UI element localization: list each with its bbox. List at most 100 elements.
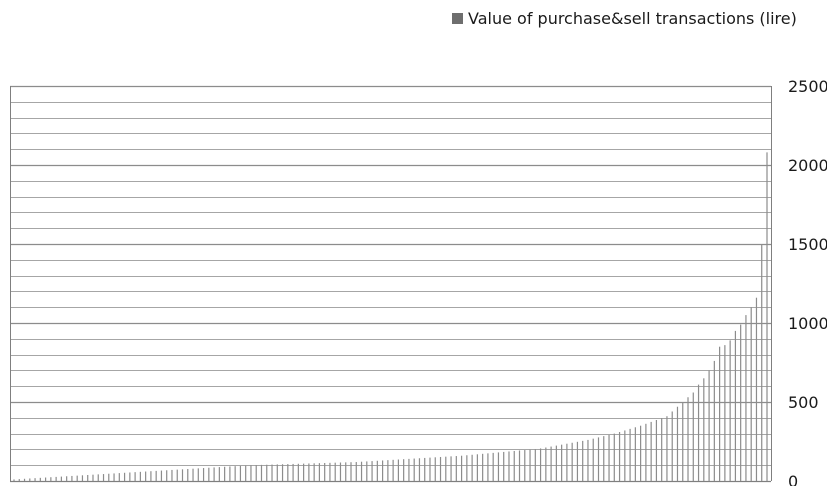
bar [666, 416, 668, 481]
bar [266, 464, 268, 481]
bar [397, 459, 399, 481]
bar [187, 468, 189, 481]
bar [671, 411, 673, 481]
bar [566, 443, 568, 481]
bar [645, 423, 647, 481]
bar [408, 458, 410, 481]
bar [455, 456, 457, 481]
bar [676, 406, 679, 481]
bar [208, 467, 210, 481]
bar [271, 464, 273, 481]
bar [376, 460, 378, 481]
bar [213, 467, 215, 481]
bar [23, 478, 26, 481]
y-tick-label: 1000 [788, 314, 827, 333]
bar [734, 330, 737, 481]
bar [87, 475, 89, 481]
bar [129, 472, 131, 481]
bar [587, 439, 589, 481]
bar [687, 397, 689, 481]
bar [550, 446, 552, 481]
bar [318, 463, 321, 481]
bar [97, 474, 99, 481]
bar [766, 152, 768, 482]
bar [524, 450, 526, 481]
bar [445, 456, 447, 481]
bar [750, 307, 752, 481]
bar [360, 461, 363, 481]
bar [139, 471, 141, 481]
bar [492, 452, 494, 481]
bar [424, 457, 426, 481]
bar [329, 462, 331, 481]
bar [592, 438, 594, 481]
bar [434, 457, 436, 481]
bar [55, 476, 57, 481]
bar [155, 470, 157, 481]
gridlines [10, 85, 771, 483]
bar [123, 472, 126, 481]
bar [108, 473, 110, 481]
bar [471, 454, 473, 481]
bar [382, 460, 384, 481]
bar [145, 471, 147, 481]
bar [545, 447, 547, 481]
legend-label: Value of purchase&sell transactions (lir… [468, 9, 797, 28]
bar [682, 402, 684, 481]
bar [339, 462, 342, 481]
bar [413, 458, 415, 481]
bar [81, 475, 84, 481]
bar [313, 463, 315, 481]
bar [508, 451, 510, 481]
bar [260, 464, 263, 481]
bar [76, 475, 78, 481]
bar [618, 432, 621, 481]
bar [513, 450, 515, 481]
bar [555, 445, 557, 481]
bar [66, 476, 68, 481]
bar [171, 469, 173, 481]
bar [529, 449, 531, 481]
bar [324, 462, 326, 481]
y-tick-label: 0 [788, 472, 798, 486]
bar [655, 420, 658, 481]
bar [292, 463, 294, 481]
bar [355, 462, 357, 481]
bar [713, 360, 715, 481]
legend-swatch [452, 13, 463, 24]
bar [703, 378, 705, 481]
bar [729, 340, 731, 481]
bar [118, 473, 120, 481]
bar [487, 453, 489, 481]
bar [661, 418, 663, 481]
bar [634, 427, 636, 481]
bar [708, 370, 710, 481]
bar [603, 436, 605, 481]
bar [29, 478, 31, 481]
bar [181, 469, 184, 481]
axes [10, 86, 772, 482]
bar [561, 444, 563, 481]
y-tick-label: 1500 [788, 235, 827, 254]
bar [755, 297, 758, 481]
bar [629, 428, 631, 481]
bar [476, 454, 478, 481]
bar [719, 346, 721, 481]
bar [439, 456, 442, 481]
bar [34, 478, 36, 481]
bar [334, 462, 336, 481]
bar [650, 421, 652, 481]
bar [429, 457, 431, 481]
bar [308, 463, 310, 481]
bar [218, 467, 220, 481]
bar [697, 384, 700, 481]
bar [176, 469, 178, 481]
bar [460, 455, 463, 481]
bar [245, 465, 247, 481]
bar [371, 461, 373, 481]
bar [255, 465, 257, 481]
bar [297, 463, 299, 481]
bar [539, 448, 542, 481]
bar [724, 345, 726, 481]
